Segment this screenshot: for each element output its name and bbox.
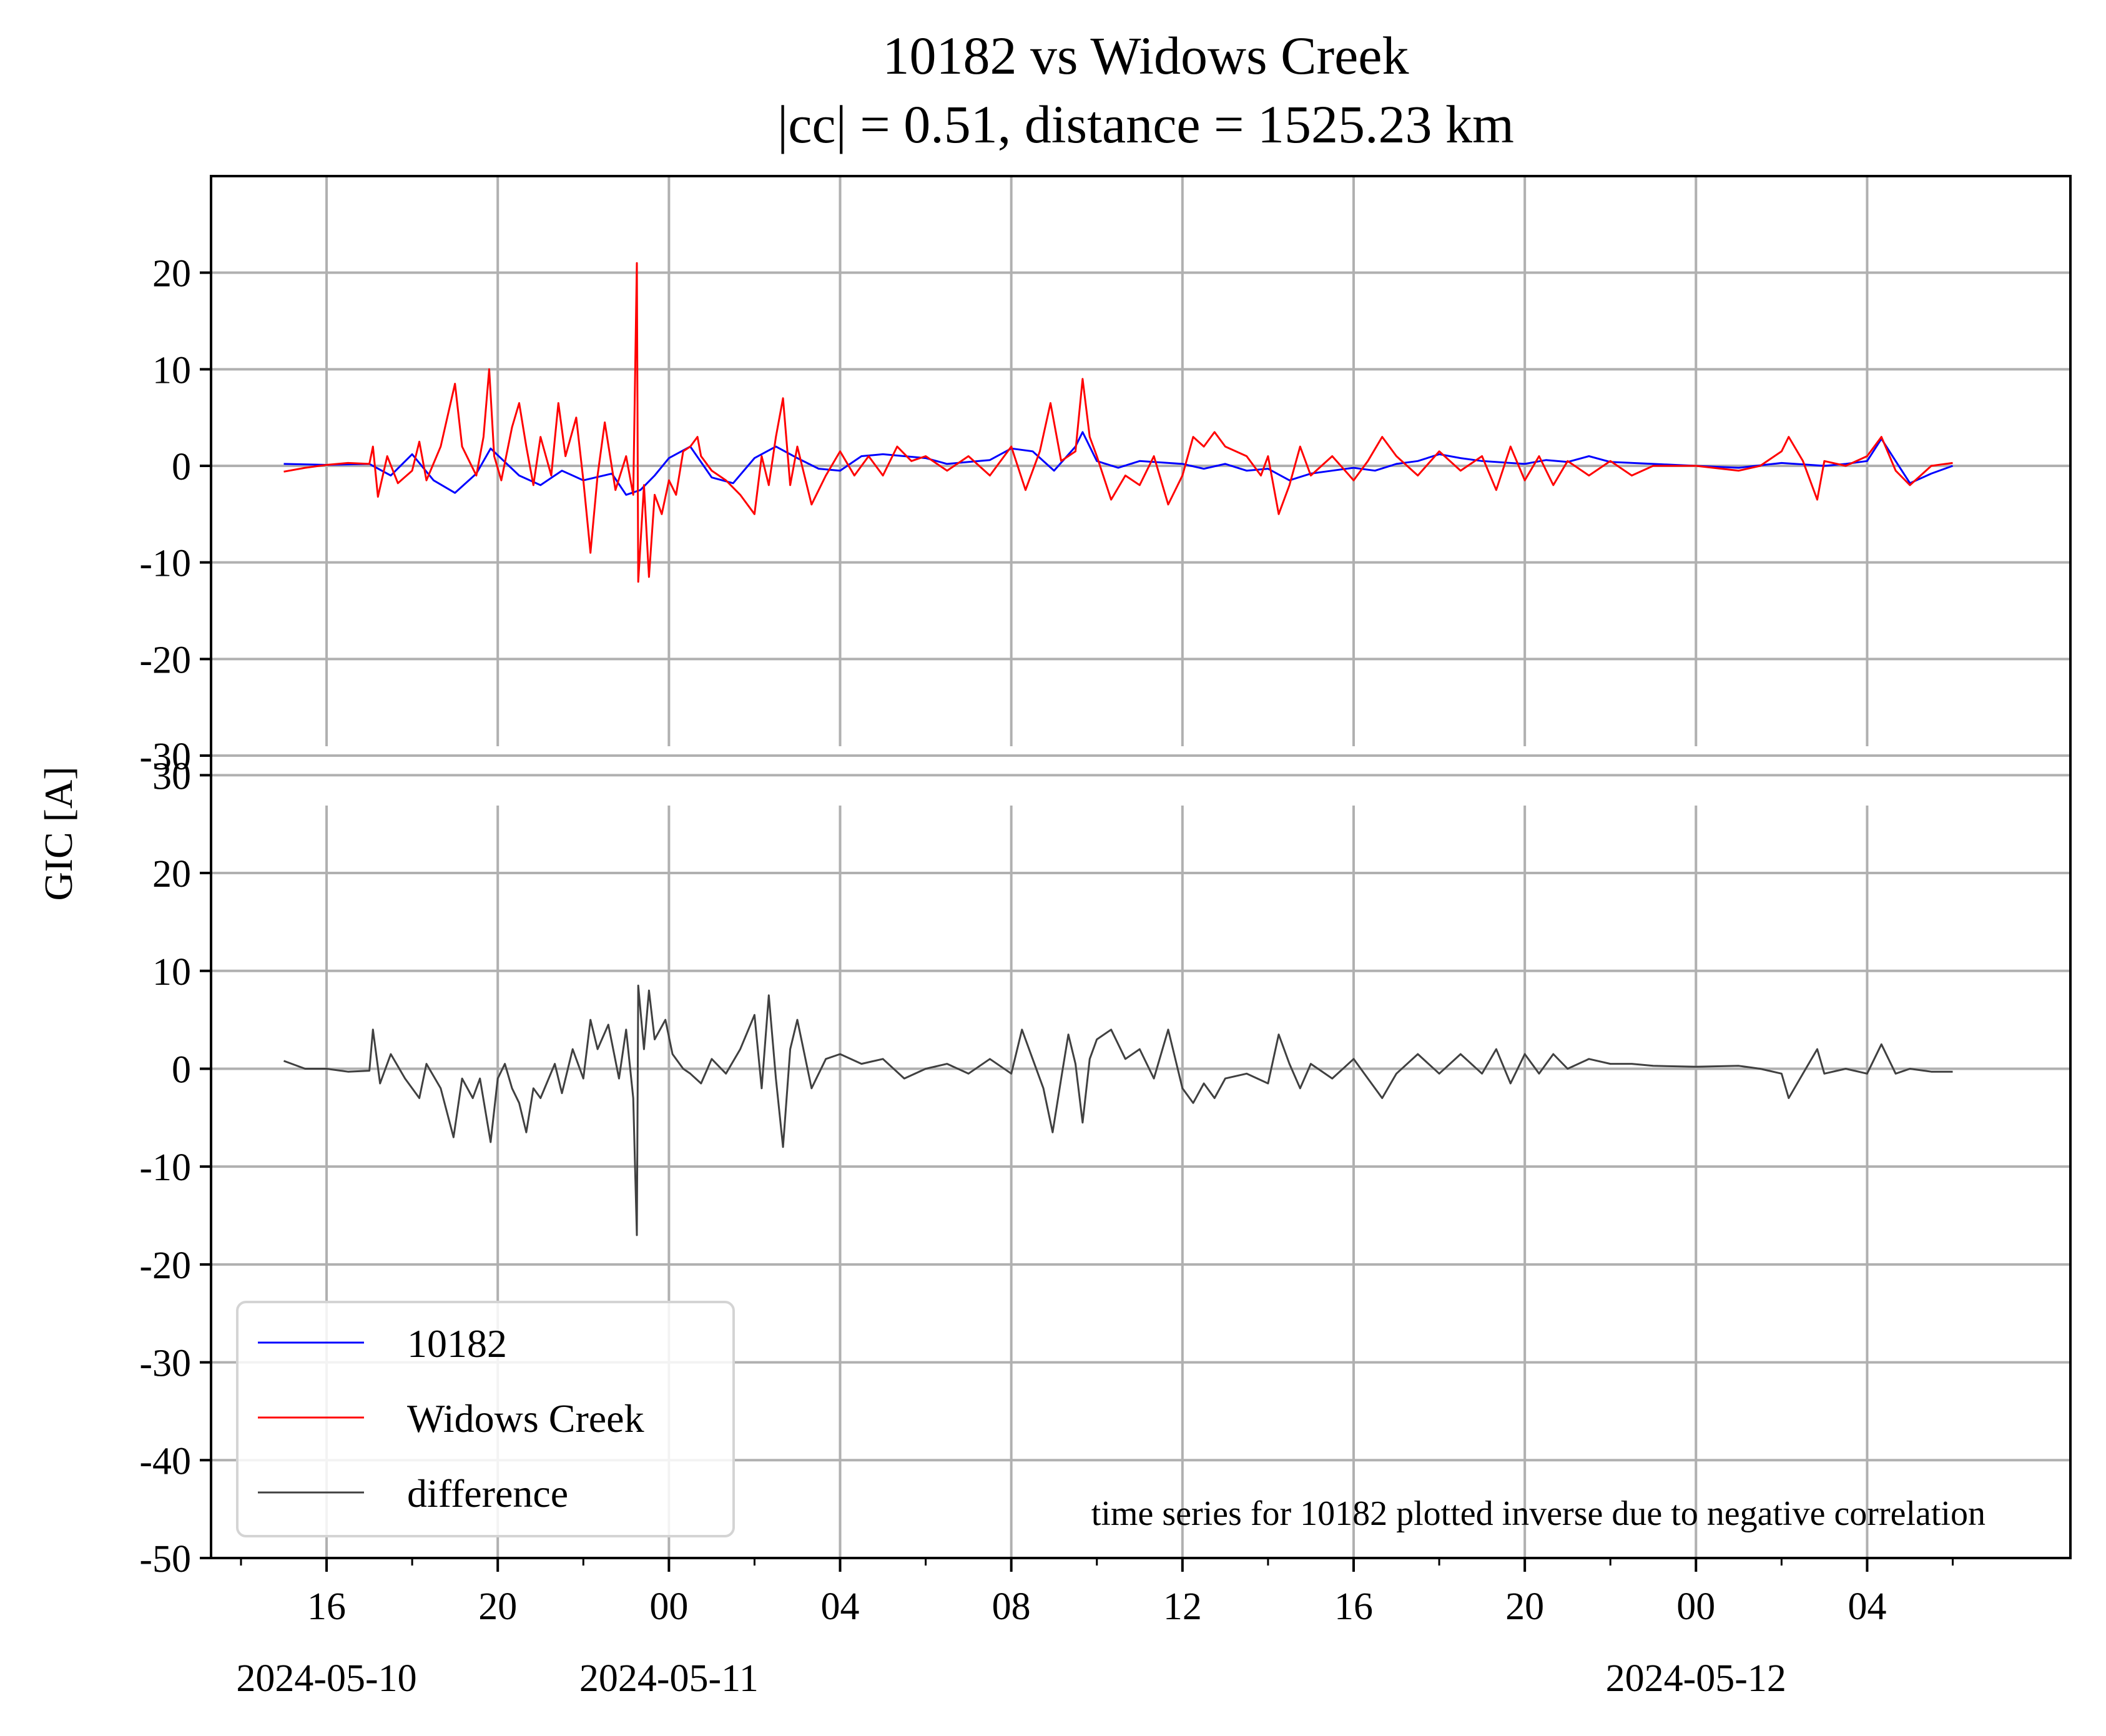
y-tick-label: 20 <box>152 853 191 895</box>
y-axis-label: GIC [A] <box>36 766 81 900</box>
bottom-panel-series <box>283 984 1953 1236</box>
y-tick-label: -20 <box>139 1245 191 1287</box>
x-tick-label: 16 <box>307 1586 346 1628</box>
plot-frame <box>210 175 2072 1559</box>
series-line-widows-creek <box>283 262 1953 583</box>
top-panel-y-axis: 20 10 0 -10 -20 -30 <box>139 253 211 778</box>
x-tick-label: 20 <box>1505 1586 1544 1628</box>
x-date-label: 2024-05-11 <box>579 1657 759 1700</box>
y-tick-label: -40 <box>139 1440 191 1482</box>
bottom-panel-y-axis: 30 20 10 0 -10 -20 -30 -40 -50 <box>139 755 211 1581</box>
x-tick-label: 12 <box>1163 1586 1202 1628</box>
y-tick-label: 0 <box>172 446 191 488</box>
x-tick-label: 16 <box>1334 1586 1373 1628</box>
y-tick-label: -50 <box>139 1538 191 1581</box>
x-tick-label: 00 <box>1676 1586 1715 1628</box>
chart-subtitle: |cc| = 0.51, distance = 1525.23 km <box>777 94 1514 154</box>
annotation-text: time series for 10182 plotted inverse du… <box>1091 1494 1985 1533</box>
legend-box <box>236 1301 735 1537</box>
y-tick-label: 10 <box>152 951 191 994</box>
x-date-label: 2024-05-12 <box>1606 1657 1786 1700</box>
x-tick-label: 00 <box>649 1586 688 1628</box>
legend-label-10182: 10182 <box>407 1321 507 1366</box>
y-tick-label: 0 <box>172 1048 191 1091</box>
x-tick-label: 04 <box>821 1586 860 1628</box>
legend: 10182 Widows Creek difference <box>236 1301 735 1537</box>
y-tick-label: -30 <box>139 736 191 778</box>
y-tick-label: 20 <box>152 253 191 295</box>
y-tick-label: -20 <box>139 639 191 681</box>
chart-title: 10182 vs Widows Creek <box>883 26 1409 86</box>
y-tick-label: 30 <box>152 755 191 797</box>
top-panel-series <box>283 262 1954 583</box>
x-date-label: 2024-05-10 <box>236 1657 416 1700</box>
y-tick-label: -30 <box>139 1343 191 1385</box>
series-line-10182 <box>283 431 1954 496</box>
x-tick-label: 04 <box>1848 1586 1886 1628</box>
x-tick-label: 08 <box>992 1586 1031 1628</box>
series-line-difference <box>283 984 1953 1236</box>
y-tick-label: -10 <box>139 543 191 585</box>
x-axis: 16 2024-05-10 20 00 2024-05-11 04 08 12 16 20 00 20… <box>236 1558 1954 1700</box>
x-tick-label: 20 <box>478 1586 517 1628</box>
y-tick-label: 10 <box>152 349 191 392</box>
legend-label-widows-creek: Widows Creek <box>407 1396 644 1441</box>
legend-label-difference: difference <box>407 1471 568 1516</box>
y-tick-label: -10 <box>139 1147 191 1189</box>
